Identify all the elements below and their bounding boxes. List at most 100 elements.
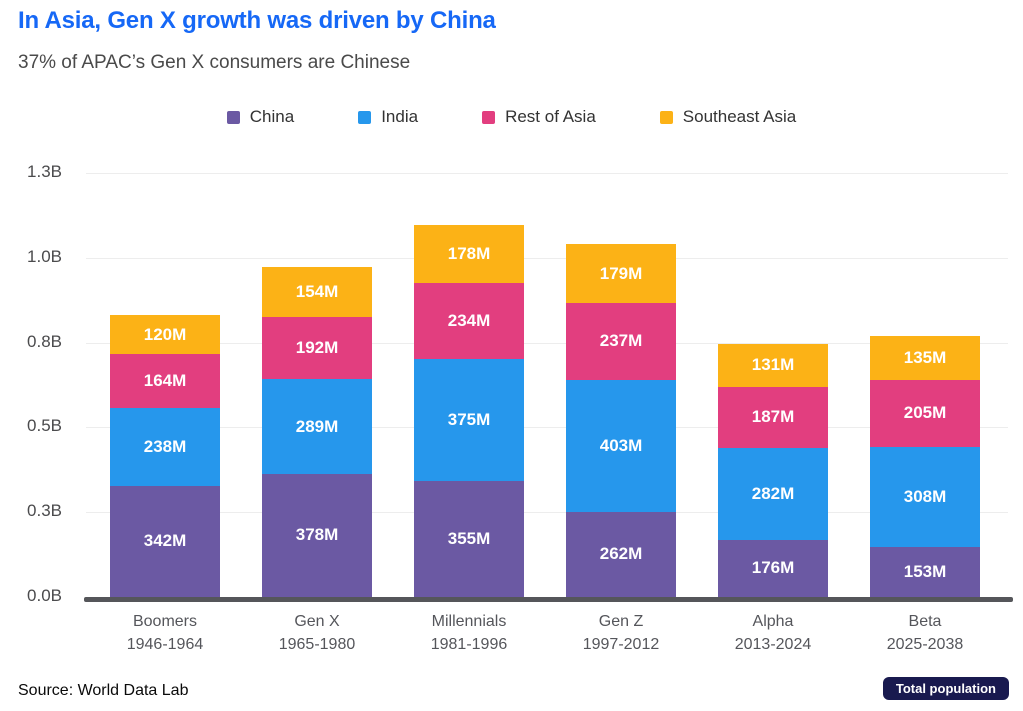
- y-tick-label: 0.0B: [27, 586, 62, 605]
- y-tick-label: 1.0B: [27, 246, 62, 266]
- y-tick-label: 0.8B: [27, 331, 62, 351]
- legend-marker-southeast-asia-icon: [659, 110, 673, 124]
- segment-value-label: 375M: [447, 410, 491, 430]
- bar-column-gen-z: 179M 237M 403M 262M: [545, 173, 697, 597]
- segment-rest-of-asia: 234M: [414, 282, 524, 359]
- segment-value-label: 282M: [751, 483, 795, 503]
- legend-label: India: [381, 107, 419, 126]
- stacked-bar-gen-z: 179M 237M 403M 262M: [566, 244, 676, 597]
- x-axis-labels: Boomers 1946-1964 Gen X 1965-1980 Millennial…: [89, 610, 1001, 656]
- x-tick-years: 1965-1980: [278, 636, 356, 653]
- stacked-bar-boomers: 120M 164M 238M 342M: [110, 315, 220, 597]
- x-tick-boomers: Boomers 1946-1964: [89, 610, 241, 656]
- x-tick-alpha: Alpha 2013-2024: [697, 610, 849, 656]
- legend-item-southeast-asia: Southeast Asia: [659, 107, 797, 127]
- legend-label: Rest of Asia: [505, 107, 596, 126]
- segment-value-label: 179M: [599, 263, 643, 283]
- gridline: [86, 512, 1008, 514]
- x-tick-beta: Beta 2025-2038: [849, 610, 1001, 656]
- x-tick-name: Alpha: [752, 613, 794, 630]
- total-population-badge[interactable]: Total population: [882, 677, 1009, 700]
- segment-value-label: 403M: [599, 435, 643, 455]
- x-tick-name: Millennials: [431, 613, 507, 630]
- segment-value-label: 262M: [599, 544, 643, 564]
- segment-value-label: 135M: [903, 347, 947, 367]
- bar-column-gen-x: 154M 192M 289M 378M: [241, 173, 393, 597]
- legend-marker-china-icon: [226, 110, 240, 124]
- gridline: [86, 342, 1008, 344]
- segment-india: 308M: [870, 446, 980, 548]
- stacked-bar-millennials: 178M 234M 375M 355M: [414, 224, 524, 597]
- bar-column-boomers: 120M 164M 238M 342M: [89, 173, 241, 597]
- segment-rest-of-asia: 192M: [262, 316, 372, 380]
- plot-area: 120M 164M 238M 342M 154M 192M 289M 378M 178M 234M…: [89, 173, 1001, 597]
- segment-china: 176M: [718, 539, 828, 597]
- page-title: In Asia, Gen X growth was driven by Chin…: [18, 7, 496, 34]
- stacked-bar-alpha: 131M 187M 282M 176M: [718, 343, 828, 597]
- segment-value-label: 289M: [295, 416, 339, 436]
- segment-southeast-asia: 120M: [110, 315, 220, 355]
- segment-india: 238M: [110, 407, 220, 486]
- segment-rest-of-asia: 237M: [566, 302, 676, 381]
- segment-rest-of-asia: 187M: [718, 386, 828, 448]
- y-tick-label: 1.3B: [27, 162, 62, 181]
- legend-marker-india-icon: [358, 110, 372, 124]
- segment-china: 342M: [110, 485, 220, 597]
- segment-china: 378M: [262, 473, 372, 597]
- y-axis-labels: 0.0B 0.3B 0.5B 0.8B 1.0B 1.3B: [0, 162, 62, 605]
- y-tick-label: 0.3B: [27, 501, 62, 521]
- legend-label: China: [249, 107, 295, 126]
- segment-china: 153M: [870, 547, 980, 597]
- segment-china: 262M: [566, 511, 676, 597]
- gridline: [86, 173, 1008, 174]
- stacked-bar-gen-x: 154M 192M 289M 378M: [262, 266, 372, 597]
- segment-value-label: 237M: [599, 331, 643, 351]
- gridline: [86, 257, 1008, 259]
- source-text: Source: World Data Lab: [18, 682, 189, 699]
- gridline: [86, 427, 1008, 429]
- legend-marker-rest-of-asia-icon: [482, 110, 496, 124]
- x-tick-name: Beta: [908, 613, 942, 630]
- segment-rest-of-asia: 164M: [110, 354, 220, 408]
- segment-value-label: 131M: [751, 355, 795, 375]
- legend: China India Rest of Asia Southeast Asia: [0, 107, 1023, 127]
- segment-value-label: 205M: [903, 403, 947, 423]
- segment-value-label: 178M: [447, 243, 491, 263]
- bar-column-beta: 135M 205M 308M 153M: [849, 173, 1001, 597]
- gridlines: [86, 173, 1008, 597]
- x-tick-name: Gen X: [294, 613, 340, 630]
- x-tick-name: Gen Z: [598, 613, 644, 630]
- bar-column-millennials: 178M 234M 375M 355M: [393, 173, 545, 597]
- segment-india: 375M: [414, 358, 524, 482]
- x-tick-years: 1981-1996: [430, 636, 508, 653]
- segment-china: 355M: [414, 481, 524, 597]
- legend-label: Southeast Asia: [682, 107, 797, 126]
- segment-value-label: 308M: [903, 486, 947, 506]
- segment-value-label: 153M: [903, 562, 947, 582]
- bar-column-alpha: 131M 187M 282M 176M: [697, 173, 849, 597]
- x-tick-years: 2025-2038: [886, 636, 964, 653]
- segment-southeast-asia: 154M: [262, 266, 372, 317]
- segment-southeast-asia: 131M: [718, 343, 828, 387]
- x-tick-years: 1946-1964: [126, 636, 204, 653]
- x-axis-line: [84, 597, 1013, 602]
- segment-india: 289M: [262, 379, 372, 474]
- legend-item-india: India: [358, 107, 418, 127]
- segment-value-label: 342M: [143, 531, 187, 551]
- y-tick-label: 0.5B: [27, 416, 62, 436]
- x-tick-gen-z: Gen Z 1997-2012: [545, 610, 697, 656]
- segment-southeast-asia: 135M: [870, 335, 980, 380]
- segment-value-label: 238M: [143, 436, 187, 456]
- segment-value-label: 176M: [751, 558, 795, 578]
- stacked-bar-beta: 135M 205M 308M 153M: [870, 335, 980, 597]
- x-tick-years: 2013-2024: [734, 636, 812, 653]
- segment-value-label: 187M: [751, 407, 795, 427]
- x-tick-name: Boomers: [132, 613, 198, 630]
- segment-value-label: 192M: [295, 338, 339, 358]
- legend-item-china: China: [226, 107, 295, 127]
- stacked-bar-chart: 0.0B 0.3B 0.5B 0.8B 1.0B 1.3B 120M 164M 238M 342…: [0, 162, 1023, 663]
- x-tick-millennials: Millennials 1981-1996: [393, 610, 545, 656]
- segment-value-label: 154M: [295, 281, 339, 301]
- segment-india: 403M: [566, 380, 676, 512]
